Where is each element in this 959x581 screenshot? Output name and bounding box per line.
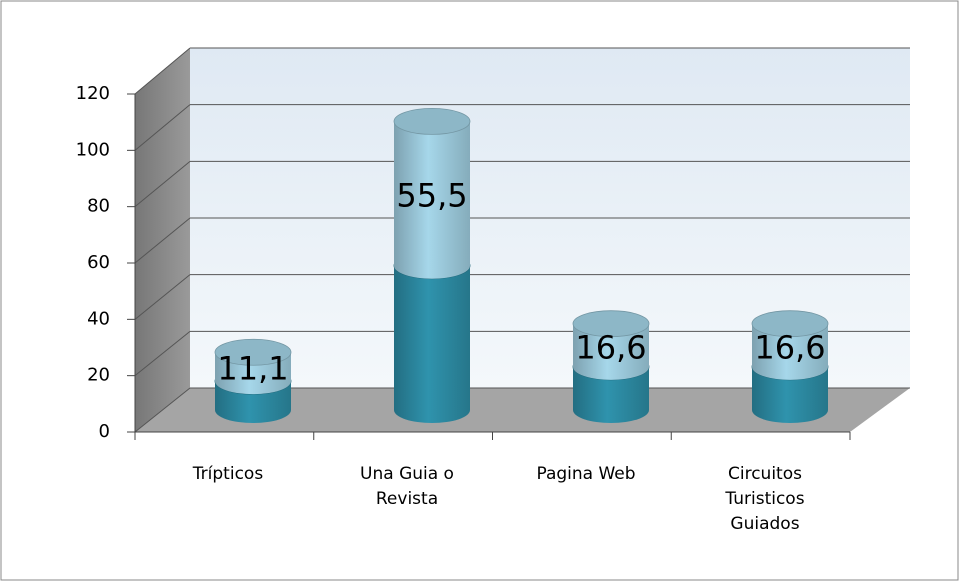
grid-line-side [134,387,191,433]
cylinder-body [573,366,649,423]
cylinder-segment [214,338,292,395]
floor [135,388,910,432]
y-tick-label: 120 [76,83,110,104]
y-tick-label: 40 [87,308,110,329]
x-tick-label: Una Guia o Revista [360,464,454,509]
grid-line-side [134,160,191,208]
x-tick-label: Trípticos [192,464,264,484]
data-label: 16,6 [754,328,825,366]
cylinder-body [573,323,649,380]
y-tick-label: 0 [99,421,110,442]
y-tick-label: 100 [76,139,110,160]
cylinder-top [751,310,829,338]
grid-line-side [134,217,191,264]
cylinder-segment [751,310,829,380]
data-label: 16,6 [575,328,646,366]
data-label: 55,5 [396,177,467,215]
x-tick-label: Pagina Web [536,464,636,484]
cylinder-body [394,121,471,279]
cylinder-body [752,366,828,423]
cylinder-segment [393,108,471,279]
cylinder-top [214,338,292,366]
grid-line-side [134,104,191,151]
grid-line-side [134,330,191,377]
cylinder-top [572,310,650,338]
grid-line-side [134,47,191,95]
y-tick-label: 80 [87,196,110,217]
grid-line-side [134,274,191,320]
cylinder-body [752,323,828,380]
y-tick-label: 60 [87,252,110,273]
y-tick-label: 20 [87,365,110,386]
x-tick-label: Circuitos Turisticos Guiados [725,464,805,534]
cylinder-body [394,265,470,423]
cylinder-segment [572,310,650,380]
cylinder-top [393,108,471,135]
data-label: 11,1 [217,350,288,388]
